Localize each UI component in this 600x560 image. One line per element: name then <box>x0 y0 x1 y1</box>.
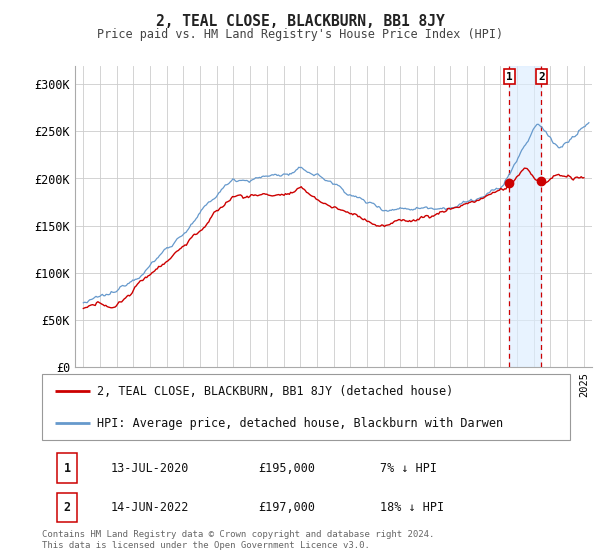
Text: Price paid vs. HM Land Registry's House Price Index (HPI): Price paid vs. HM Land Registry's House … <box>97 28 503 41</box>
Text: 14-JUN-2022: 14-JUN-2022 <box>110 501 189 514</box>
Text: £195,000: £195,000 <box>259 462 316 475</box>
FancyBboxPatch shape <box>42 374 570 440</box>
Text: £197,000: £197,000 <box>259 501 316 514</box>
Text: 1: 1 <box>506 72 513 82</box>
Text: 2, TEAL CLOSE, BLACKBURN, BB1 8JY (detached house): 2, TEAL CLOSE, BLACKBURN, BB1 8JY (detac… <box>97 385 454 398</box>
Text: 7% ↓ HPI: 7% ↓ HPI <box>380 462 437 475</box>
Text: 2: 2 <box>64 501 71 514</box>
FancyBboxPatch shape <box>58 454 77 483</box>
Text: 1: 1 <box>64 462 71 475</box>
Text: Contains HM Land Registry data © Crown copyright and database right 2024.
This d: Contains HM Land Registry data © Crown c… <box>42 530 434 550</box>
Text: 2, TEAL CLOSE, BLACKBURN, BB1 8JY: 2, TEAL CLOSE, BLACKBURN, BB1 8JY <box>155 14 445 29</box>
Text: 2: 2 <box>538 72 545 82</box>
FancyBboxPatch shape <box>58 493 77 522</box>
Bar <box>509 66 541 367</box>
Text: 13-JUL-2020: 13-JUL-2020 <box>110 462 189 475</box>
Text: 18% ↓ HPI: 18% ↓ HPI <box>380 501 444 514</box>
Text: HPI: Average price, detached house, Blackburn with Darwen: HPI: Average price, detached house, Blac… <box>97 417 503 430</box>
